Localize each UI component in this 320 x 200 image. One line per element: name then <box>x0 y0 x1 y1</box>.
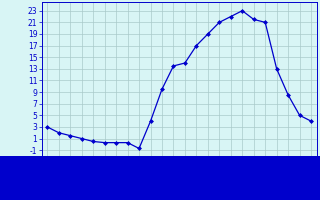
X-axis label: Graphe des températures (°c): Graphe des températures (°c) <box>103 172 255 181</box>
